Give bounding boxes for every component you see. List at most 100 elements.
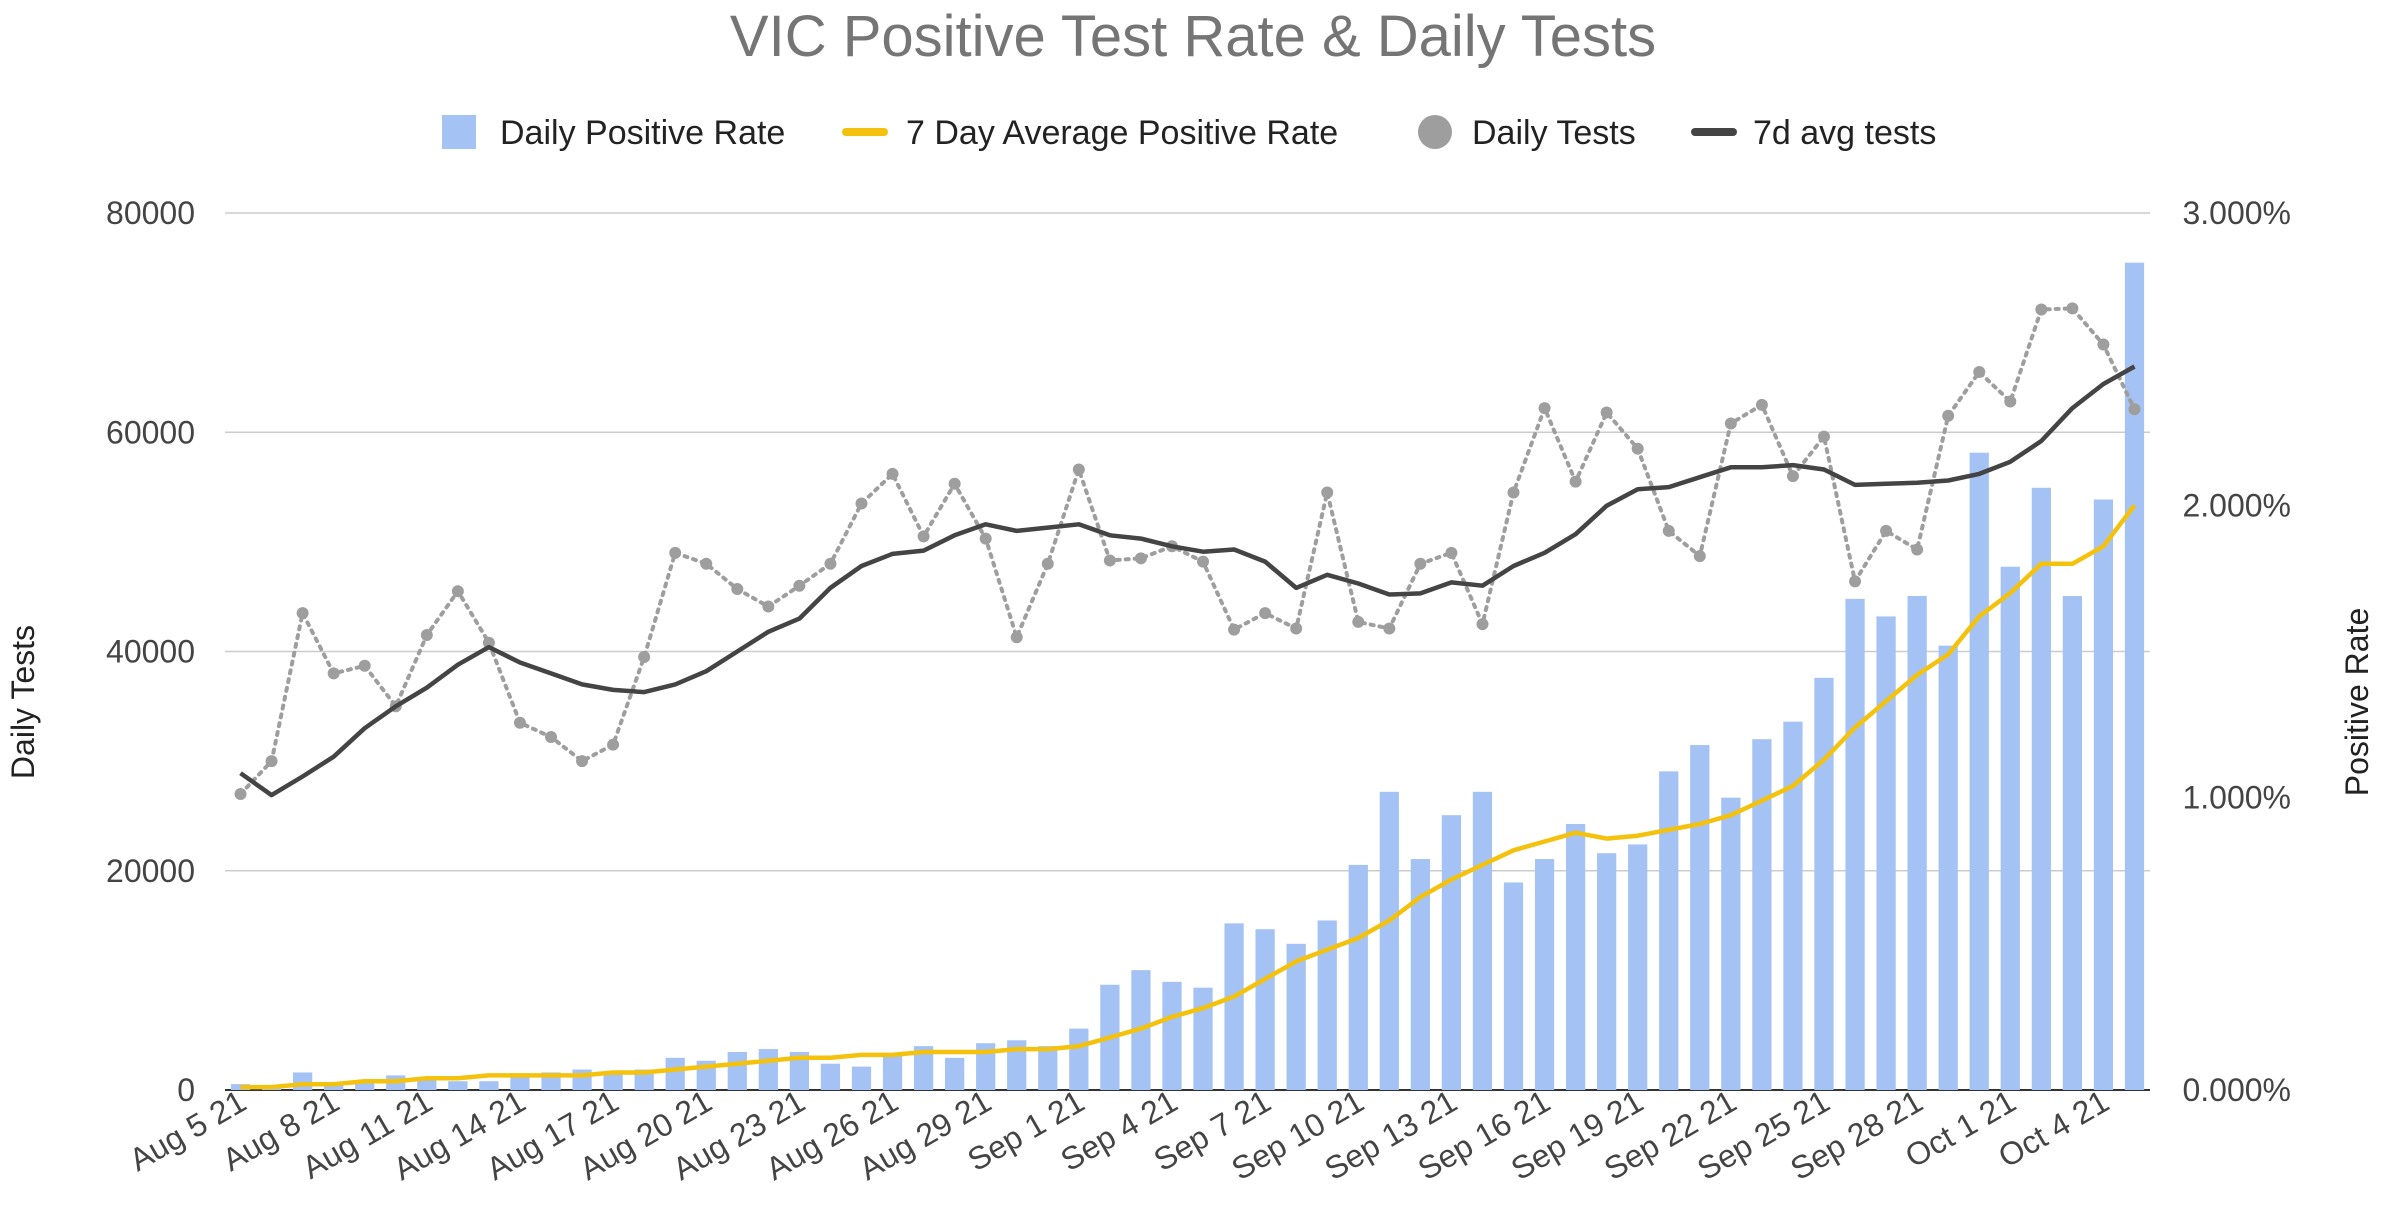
legend-item: Daily Tests [1418, 114, 1636, 152]
point-daily-tests [762, 600, 775, 613]
point-daily-tests [1103, 554, 1116, 567]
bar [1969, 452, 1989, 1090]
point-daily-tests [420, 629, 433, 642]
bar [882, 1054, 903, 1090]
bar [1069, 1028, 1089, 1090]
legend-label: 7d avg tests [1753, 114, 1936, 152]
line-daily-tests [238, 306, 2137, 796]
bar [292, 1072, 313, 1090]
point-daily-tests [234, 788, 247, 801]
line-7-day-average-positive-rate [240, 503, 2137, 1090]
point-daily-tests [1383, 622, 1396, 635]
point-daily-tests [1414, 557, 1427, 570]
bar [2031, 487, 2051, 1090]
point-daily-tests [296, 607, 309, 620]
bar [1876, 616, 1896, 1090]
left-tick-label: 20000 [106, 853, 195, 889]
bar-series-daily-positive-rate [230, 262, 2145, 1090]
bar [1224, 923, 1244, 1090]
point-daily-tests [1849, 575, 1862, 588]
line-series [234, 302, 2141, 1090]
point-daily-tests [1662, 524, 1675, 537]
bar [1317, 920, 1337, 1090]
point-daily-tests [607, 738, 620, 751]
point-daily-tests [1755, 398, 1768, 411]
left-tick-label: 40000 [106, 634, 195, 670]
point-daily-tests [1817, 430, 1830, 443]
bar [1193, 987, 1213, 1090]
bar [479, 1081, 499, 1090]
right-tick-label: 0.000% [2182, 1072, 2291, 1108]
bar [1814, 677, 1834, 1090]
line-7d-avg-tests [239, 364, 2136, 798]
point-daily-tests [948, 477, 961, 490]
bar [820, 1063, 841, 1090]
bar [1162, 981, 1182, 1090]
bar [1503, 882, 1524, 1090]
point-daily-tests [1538, 402, 1551, 415]
left-tick-label: 60000 [106, 414, 195, 450]
point-daily-tests [638, 650, 651, 663]
bar [355, 1081, 375, 1090]
legend: Daily Positive Rate 7 Day Average Positiv… [442, 114, 1936, 152]
point-daily-tests [327, 667, 340, 680]
bar [758, 1049, 778, 1090]
point-daily-tests [265, 755, 278, 768]
point-daily-tests [358, 659, 371, 672]
bar [1721, 797, 1741, 1090]
y-left-axis-label: Daily Tests [5, 625, 41, 779]
legend-item: 7d avg tests [1691, 114, 1936, 152]
right-tick-label: 1.000% [2182, 780, 2291, 816]
bar [417, 1078, 437, 1090]
left-axis-ticks: 0 20000 40000 60000 80000 [106, 195, 195, 1108]
bar [1038, 1046, 1058, 1090]
point-daily-tests [1041, 557, 1054, 570]
right-tick-label: 2.000% [2182, 487, 2291, 523]
point-daily-tests [1724, 417, 1737, 430]
bar [510, 1075, 530, 1090]
point-daily-tests [451, 585, 464, 598]
point-daily-tests [1880, 524, 1893, 537]
bar [976, 1043, 996, 1090]
bar [2093, 499, 2114, 1090]
bar [1441, 815, 1462, 1090]
bar [913, 1046, 934, 1090]
bar [2000, 566, 2020, 1090]
point-daily-tests [1259, 607, 1272, 620]
point-daily-tests [793, 579, 806, 592]
point-daily-tests [917, 530, 930, 543]
point-daily-tests [482, 636, 495, 649]
bar [1472, 791, 1493, 1090]
legend-swatch-square [442, 115, 476, 149]
bar [2124, 262, 2145, 1090]
point-daily-tests [1631, 442, 1644, 455]
point-daily-tests [1476, 618, 1489, 631]
bar [1348, 864, 1368, 1090]
point-daily-tests [576, 755, 589, 768]
point-daily-tests [1321, 486, 1334, 499]
point-daily-tests [2066, 302, 2079, 315]
bar [448, 1081, 468, 1090]
bar [1690, 745, 1710, 1090]
left-tick-label: 80000 [106, 195, 195, 231]
point-daily-tests [1228, 623, 1241, 636]
bar [665, 1057, 685, 1090]
point-daily-tests [1911, 543, 1924, 556]
point-daily-tests [1352, 615, 1365, 628]
bar [1752, 739, 1772, 1090]
point-daily-tests [1072, 463, 1085, 476]
bar [789, 1051, 810, 1090]
bar [2062, 595, 2083, 1090]
point-daily-tests [731, 583, 744, 596]
bar [1628, 844, 1648, 1090]
bar [1286, 943, 1306, 1090]
bar [727, 1051, 747, 1090]
bar [1255, 929, 1275, 1090]
legend-label: Daily Tests [1472, 114, 1636, 152]
point-daily-tests [979, 532, 992, 545]
legend-swatch-circle [1418, 115, 1452, 149]
y-right-axis-label: Positive Rate [2339, 608, 2375, 797]
point-daily-tests [1569, 475, 1582, 488]
bar [945, 1057, 965, 1090]
